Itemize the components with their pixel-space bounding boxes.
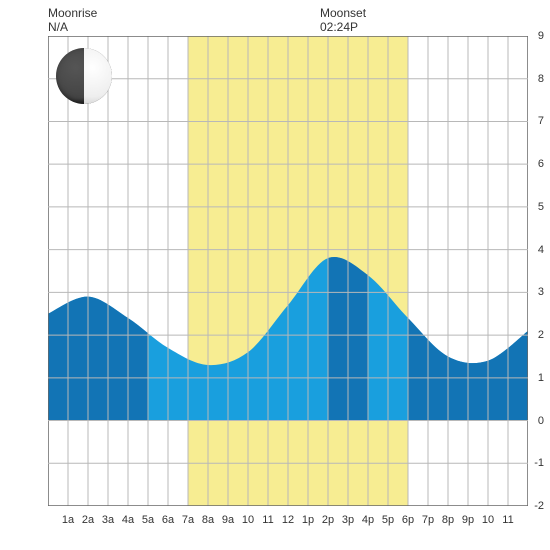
x-tick-label: 8p bbox=[442, 514, 454, 526]
moonset-label: Moonset bbox=[320, 6, 366, 20]
moonrise-label: Moonrise bbox=[48, 6, 97, 20]
moon-phase-icon bbox=[56, 48, 112, 104]
x-tick-label: 3a bbox=[102, 514, 114, 526]
x-tick-label: 10 bbox=[242, 514, 254, 526]
x-tick-label: 3p bbox=[342, 514, 354, 526]
moonrise-header: Moonrise N/A bbox=[48, 6, 97, 34]
x-tick-label: 5p bbox=[382, 514, 394, 526]
y-tick-label: 7 bbox=[538, 115, 544, 127]
x-tick-label: 7a bbox=[182, 514, 194, 526]
tide-chart bbox=[48, 36, 528, 506]
moonrise-value: N/A bbox=[48, 20, 68, 34]
x-tick-label: 7p bbox=[422, 514, 434, 526]
x-tick-label: 9p bbox=[462, 514, 474, 526]
y-tick-label: -1 bbox=[534, 457, 544, 469]
y-tick-label: -2 bbox=[534, 500, 544, 512]
x-tick-label: 6p bbox=[402, 514, 414, 526]
x-tick-label: 9a bbox=[222, 514, 234, 526]
y-tick-label: 6 bbox=[538, 158, 544, 170]
x-tick-label: 11 bbox=[262, 514, 273, 526]
x-tick-label: 6a bbox=[162, 514, 174, 526]
x-tick-label: 2p bbox=[322, 514, 334, 526]
y-tick-label: 0 bbox=[538, 415, 544, 427]
x-tick-label: 8a bbox=[202, 514, 214, 526]
y-tick-label: 5 bbox=[538, 201, 544, 213]
y-tick-label: 9 bbox=[538, 30, 544, 42]
y-tick-label: 2 bbox=[538, 329, 544, 341]
x-tick-label: 4a bbox=[122, 514, 134, 526]
x-tick-label: 10 bbox=[482, 514, 494, 526]
tide-area bbox=[48, 36, 528, 506]
y-tick-label: 3 bbox=[538, 286, 544, 298]
x-tick-label: 1a bbox=[62, 514, 74, 526]
y-tick-label: 4 bbox=[538, 244, 544, 256]
x-tick-label: 5a bbox=[142, 514, 154, 526]
x-tick-label: 1p bbox=[302, 514, 314, 526]
moonset-header: Moonset 02:24P bbox=[320, 6, 366, 34]
x-tick-label: 12 bbox=[282, 514, 294, 526]
x-tick-label: 2a bbox=[82, 514, 94, 526]
y-tick-label: 8 bbox=[538, 73, 544, 85]
moonset-value: 02:24P bbox=[320, 20, 358, 34]
y-tick-label: 1 bbox=[538, 372, 544, 384]
x-tick-label: 4p bbox=[362, 514, 374, 526]
x-tick-label: 11 bbox=[502, 514, 513, 526]
